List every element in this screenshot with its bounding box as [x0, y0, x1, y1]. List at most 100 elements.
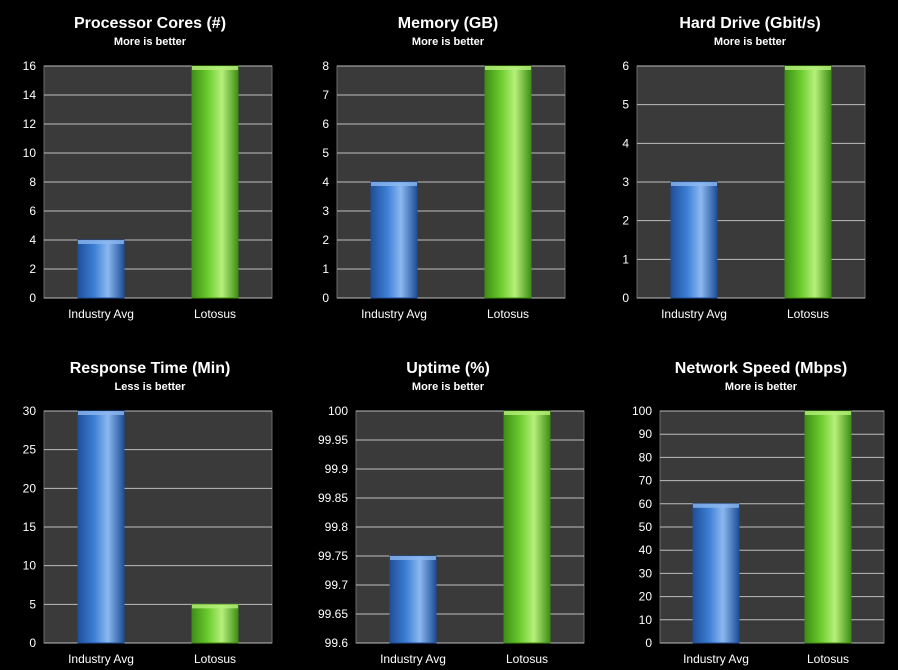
bar-cap-lotosus — [485, 66, 531, 70]
hard-drive-title: Hard Drive (Gbit/s) — [679, 15, 820, 32]
processor-cores-chart: Processor Cores (#) More is better 0 2 4 6 8 10… — [23, 15, 273, 321]
y-tick-label: 1 — [322, 262, 329, 276]
y-tick-label: 30 — [639, 566, 653, 580]
y-tick-label: 99.85 — [318, 491, 348, 505]
processor-cores-title: Processor Cores (#) — [74, 15, 226, 32]
y-tick-label: 90 — [639, 427, 653, 441]
y-tick-label: 3 — [322, 204, 329, 218]
y-tick-label: 0 — [622, 291, 629, 305]
y-tick-label: 14 — [23, 88, 37, 102]
y-tick-label: 2 — [322, 233, 329, 247]
processor-cores-subtitle: More is better — [114, 36, 187, 48]
y-tick-label: 0 — [29, 291, 36, 305]
x-category-label: Industry Avg — [380, 652, 446, 666]
x-category-label: Lotosus — [506, 652, 548, 666]
bar-cap-lotosus — [192, 604, 238, 609]
bar-industry-avg — [389, 555, 437, 644]
y-tick-label: 99.8 — [325, 520, 349, 534]
y-tick-label: 100 — [328, 404, 348, 418]
x-category-label: Lotosus — [194, 652, 236, 666]
y-tick-label: 30 — [23, 404, 37, 418]
response-time-title: Response Time (Min) — [70, 360, 231, 377]
bar-cap-lotosus — [192, 66, 238, 70]
bar-industry-avg — [670, 181, 718, 299]
y-tick-label: 5 — [622, 98, 629, 112]
y-tick-label: 99.6 — [325, 636, 349, 650]
y-tick-label: 99.95 — [318, 433, 348, 447]
bar-cap-lotosus — [805, 411, 851, 415]
y-tick-label: 10 — [639, 613, 653, 627]
y-tick-label: 4 — [622, 136, 629, 150]
x-category-label: Lotosus — [807, 652, 849, 666]
x-category-label: Industry Avg — [661, 307, 727, 321]
y-tick-label: 5 — [29, 597, 36, 611]
network-speed-subtitle: More is better — [725, 381, 798, 393]
bar-cap-lotosus — [785, 66, 831, 70]
bar-cap-industry-avg — [390, 556, 436, 560]
y-tick-label: 10 — [23, 146, 37, 160]
bar-lotosus — [804, 410, 852, 644]
bar-cap-industry-avg — [78, 240, 124, 244]
x-category-label: Lotosus — [787, 307, 829, 321]
y-tick-label: 5 — [322, 146, 329, 160]
bar-lotosus — [191, 65, 239, 299]
y-tick-label: 40 — [639, 543, 653, 557]
y-tick-label: 2 — [29, 262, 36, 276]
x-category-label: Lotosus — [487, 307, 529, 321]
response-time-subtitle: Less is better — [115, 381, 187, 393]
bar-lotosus — [191, 603, 239, 644]
y-tick-label: 99.7 — [325, 578, 349, 592]
bar-cap-industry-avg — [78, 411, 124, 415]
y-tick-label: 99.75 — [318, 549, 348, 563]
y-tick-label: 16 — [23, 59, 37, 73]
memory-chart: Memory (GB) More is better 0 1 2 3 4 5 6 7 8 Indust… — [322, 15, 566, 321]
y-tick-label: 15 — [23, 520, 37, 534]
hard-drive-subtitle: More is better — [714, 36, 787, 48]
bar-cap-industry-avg — [371, 182, 417, 186]
bar-cap-lotosus — [504, 411, 550, 415]
y-tick-label: 70 — [639, 474, 653, 488]
uptime-subtitle: More is better — [412, 381, 485, 393]
x-category-label: Industry Avg — [68, 307, 134, 321]
network-speed-title: Network Speed (Mbps) — [675, 360, 847, 377]
y-tick-label: 0 — [645, 636, 652, 650]
y-tick-label: 20 — [639, 590, 653, 604]
x-category-label: Industry Avg — [361, 307, 427, 321]
bar-industry-avg — [77, 239, 125, 299]
bar-lotosus — [784, 65, 832, 299]
y-tick-label: 1 — [622, 252, 629, 266]
x-category-label: Lotosus — [194, 307, 236, 321]
network-speed-chart: Network Speed (Mbps) More is better 0 10 20 3… — [632, 360, 885, 666]
y-tick-label: 80 — [639, 450, 653, 464]
response-time-chart: Response Time (Min) Less is better 0 5 10 15 2… — [23, 360, 273, 666]
y-tick-label: 4 — [29, 233, 36, 247]
y-tick-label: 25 — [23, 443, 37, 457]
uptime-chart: Uptime (%) More is better 99.6 99.65 99.7 99.… — [318, 360, 585, 666]
y-tick-label: 6 — [622, 59, 629, 73]
y-tick-label: 6 — [322, 117, 329, 131]
y-tick-label: 12 — [23, 117, 37, 131]
bar-cap-industry-avg — [693, 503, 739, 508]
y-tick-label: 0 — [322, 291, 329, 305]
y-tick-label: 99.65 — [318, 607, 348, 621]
y-tick-label: 8 — [29, 175, 36, 189]
bar-industry-avg — [692, 503, 740, 644]
y-tick-label: 100 — [632, 404, 652, 418]
bar-lotosus — [503, 410, 551, 644]
y-tick-label: 6 — [29, 204, 36, 218]
y-tick-label: 8 — [322, 59, 329, 73]
memory-title: Memory (GB) — [398, 15, 498, 32]
bar-lotosus — [484, 65, 532, 299]
memory-subtitle: More is better — [412, 36, 485, 48]
y-tick-label: 2 — [622, 214, 629, 228]
y-tick-label: 7 — [322, 88, 329, 102]
x-category-label: Industry Avg — [68, 652, 134, 666]
bar-industry-avg — [77, 410, 125, 644]
y-tick-label: 50 — [639, 520, 653, 534]
y-tick-label: 10 — [23, 559, 37, 573]
y-tick-label: 0 — [29, 636, 36, 650]
uptime-title: Uptime (%) — [406, 360, 490, 377]
bar-cap-industry-avg — [671, 182, 717, 186]
y-tick-label: 99.9 — [325, 462, 349, 476]
